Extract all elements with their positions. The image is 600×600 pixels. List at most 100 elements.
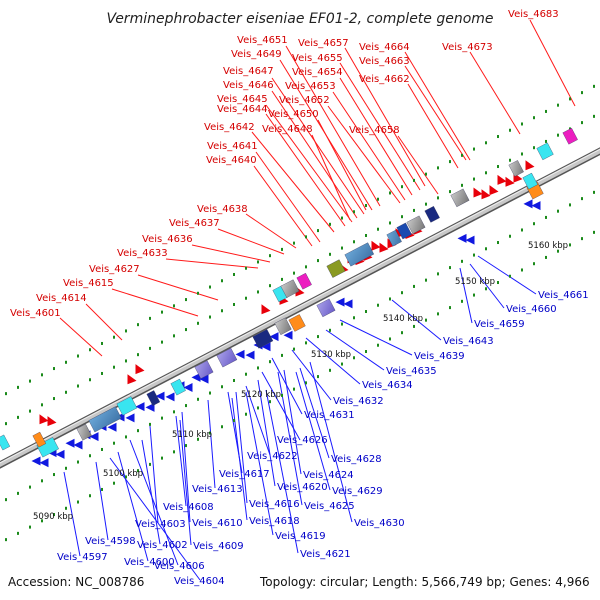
leader-line bbox=[265, 113, 346, 227]
leader-line bbox=[404, 65, 467, 161]
gene-label[interactable]: Veis_4618 bbox=[249, 516, 300, 527]
gene-label[interactable]: Veis_4662 bbox=[359, 74, 410, 85]
gene-label[interactable]: Veis_4633 bbox=[117, 248, 168, 259]
top-gene-labels: Veis_4683 Veis_4673 Veis_4664 Veis_4663 … bbox=[10, 9, 559, 319]
gene-label[interactable]: Veis_4602 bbox=[137, 540, 188, 551]
track-dot bbox=[257, 290, 259, 294]
gene-label[interactable]: Veis_4628 bbox=[331, 454, 382, 465]
leader-line bbox=[117, 451, 149, 562]
gene-label[interactable]: Veis_4616 bbox=[249, 499, 300, 510]
gene-label[interactable]: Veis_4642 bbox=[204, 122, 255, 133]
gene-label[interactable]: Veis_4614 bbox=[36, 293, 87, 304]
gene-label[interactable]: Veis_4621 bbox=[300, 549, 351, 560]
gene-label[interactable]: Veis_4610 bbox=[192, 518, 243, 529]
gene-label[interactable]: Veis_4650 bbox=[268, 109, 319, 120]
gene-label[interactable]: Veis_4627 bbox=[89, 264, 140, 275]
gene-label[interactable]: Veis_4634 bbox=[362, 380, 413, 391]
gene-arrow bbox=[145, 402, 155, 412]
track-dot bbox=[317, 335, 319, 339]
gene-label[interactable]: Veis_4683 bbox=[508, 9, 559, 20]
kbp-tick-label: 5120 kbp bbox=[241, 390, 281, 400]
gene-label[interactable]: Veis_4636 bbox=[142, 234, 193, 245]
kbp-tick-label: 5090 kbp bbox=[33, 512, 73, 522]
gene-label[interactable]: Veis_4604 bbox=[174, 576, 225, 587]
gene-label[interactable]: Veis_4629 bbox=[332, 486, 383, 497]
gene-label[interactable]: Veis_4626 bbox=[277, 435, 328, 446]
track-dot bbox=[185, 328, 187, 332]
track-dot bbox=[329, 328, 331, 332]
track-dot bbox=[461, 183, 463, 187]
gene-label[interactable]: Veis_4649 bbox=[231, 49, 282, 60]
gene-label[interactable]: Veis_4660 bbox=[506, 304, 557, 315]
gene-label[interactable]: Veis_4659 bbox=[474, 319, 525, 330]
gene-label[interactable]: Veis_4630 bbox=[354, 518, 405, 529]
gene-label[interactable]: Veis_4597 bbox=[57, 552, 108, 563]
gene-label[interactable]: Veis_4655 bbox=[292, 53, 343, 64]
gene-label[interactable]: Veis_4625 bbox=[304, 501, 355, 512]
track-dot bbox=[197, 321, 199, 325]
gene-label[interactable]: Veis_4647 bbox=[223, 66, 274, 77]
track-dot bbox=[377, 343, 379, 347]
gene-label[interactable]: Veis_4648 bbox=[262, 124, 313, 135]
gene-label[interactable]: Veis_4617 bbox=[219, 469, 270, 480]
gene-label[interactable]: Veis_4620 bbox=[277, 482, 328, 493]
track-dot bbox=[593, 230, 595, 234]
track-dot bbox=[389, 221, 391, 225]
gene-arrow bbox=[457, 233, 467, 243]
gene-label[interactable]: Veis_4657 bbox=[298, 38, 349, 49]
track-dot bbox=[185, 298, 187, 302]
track-dot bbox=[437, 196, 439, 200]
gene-label[interactable]: Veis_4632 bbox=[333, 396, 384, 407]
leader-line bbox=[129, 439, 179, 566]
gene-label[interactable]: Veis_4613 bbox=[192, 484, 243, 495]
gene-label[interactable]: Veis_4641 bbox=[207, 141, 258, 152]
kbp-tick-label: 5140 kbp bbox=[383, 314, 423, 324]
gene-label[interactable]: Veis_4639 bbox=[414, 351, 465, 362]
gene-label[interactable]: Veis_4651 bbox=[237, 35, 288, 46]
track-dot bbox=[53, 397, 55, 401]
gene-label[interactable]: Veis_4663 bbox=[359, 56, 410, 67]
gene-label[interactable]: Veis_4608 bbox=[163, 502, 214, 513]
gene-label[interactable]: Veis_4609 bbox=[193, 541, 244, 552]
gene-label[interactable]: Veis_4603 bbox=[135, 519, 186, 530]
gene-label[interactable]: Veis_4646 bbox=[223, 80, 274, 91]
leader-line bbox=[245, 385, 271, 456]
gene-label[interactable]: Veis_4673 bbox=[442, 42, 493, 53]
gene-label[interactable]: Veis_4661 bbox=[538, 290, 589, 301]
gene-label[interactable]: Veis_4643 bbox=[443, 336, 494, 347]
track-dot bbox=[557, 103, 559, 107]
gene-label[interactable]: Veis_4654 bbox=[292, 67, 343, 78]
gene-label[interactable]: Veis_4635 bbox=[386, 366, 437, 377]
track-dot bbox=[173, 410, 175, 414]
gene-label[interactable]: Veis_4606 bbox=[154, 561, 205, 572]
track-dot bbox=[485, 171, 487, 175]
gene-block bbox=[450, 188, 470, 208]
track-dot bbox=[269, 254, 271, 258]
track-dot bbox=[221, 425, 223, 429]
gene-label[interactable]: Veis_4658 bbox=[349, 125, 400, 136]
gene-label[interactable]: Veis_4622 bbox=[247, 451, 298, 462]
gene-label[interactable]: Veis_4598 bbox=[85, 536, 136, 547]
gene-label[interactable]: Veis_4652 bbox=[279, 95, 330, 106]
track-dot bbox=[161, 340, 163, 344]
track-dot bbox=[377, 303, 379, 307]
gene-label[interactable]: Veis_4653 bbox=[285, 81, 336, 92]
gene-label[interactable]: Veis_4631 bbox=[304, 410, 355, 421]
track-dot bbox=[137, 323, 139, 327]
gene-arrow bbox=[199, 374, 209, 384]
gene-arrow bbox=[31, 456, 41, 466]
gene-label[interactable]: Veis_4638 bbox=[197, 204, 248, 215]
track-dot bbox=[473, 177, 475, 181]
gene-label[interactable]: Veis_4637 bbox=[169, 218, 220, 229]
gene-arrow bbox=[523, 199, 533, 209]
gene-label[interactable]: Veis_4619 bbox=[275, 531, 326, 542]
gene-label[interactable]: Veis_4615 bbox=[63, 278, 114, 289]
gene-label[interactable]: Veis_4624 bbox=[303, 470, 354, 481]
gene-label[interactable]: Veis_4645 bbox=[217, 94, 268, 105]
gene-label[interactable]: Veis_4644 bbox=[217, 104, 268, 115]
gene-label[interactable]: Veis_4601 bbox=[10, 308, 61, 319]
gene-label[interactable]: Veis_4600 bbox=[124, 557, 175, 568]
gene-label[interactable]: Veis_4664 bbox=[359, 42, 410, 53]
track-dot bbox=[5, 392, 7, 396]
gene-label[interactable]: Veis_4640 bbox=[206, 155, 257, 166]
